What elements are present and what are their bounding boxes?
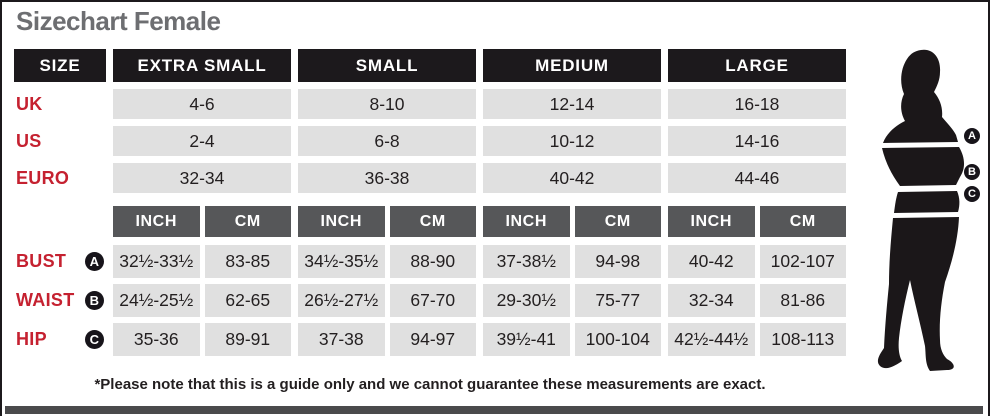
waist-medium-inch: 29-30½ <box>483 284 570 317</box>
bust-xs: 32½-33½ 83-85 <box>113 245 291 278</box>
table-row-euro: EURO 32-34 36-38 40-42 44-46 <box>14 163 846 193</box>
bust-medium-inch: 37-38½ <box>483 245 570 278</box>
waist-small-cm: 67-70 <box>389 284 476 317</box>
row-label-uk: UK <box>16 93 43 114</box>
euro-large: 44-46 <box>668 163 846 193</box>
euro-xs: 32-34 <box>113 163 291 193</box>
table-header-row: SIZE EXTRA SMALL SMALL MEDIUM LARGE <box>14 49 846 82</box>
unit-header-cm: CM <box>759 206 846 237</box>
uk-large: 16-18 <box>668 89 846 119</box>
female-silhouette <box>859 44 985 374</box>
column-header-xs: EXTRA SMALL <box>113 49 291 82</box>
unit-header-row: INCH CM INCH CM INCH CM INCH CM <box>14 206 846 237</box>
uk-xs: 4-6 <box>113 89 291 119</box>
us-medium: 10-12 <box>483 126 661 156</box>
waist-xs-inch: 24½-25½ <box>113 284 200 317</box>
hip-large-cm: 108-113 <box>759 323 846 356</box>
disclaimer-note: *Please note that this is a guide only a… <box>94 376 766 393</box>
waist-large-inch: 32-34 <box>668 284 755 317</box>
us-large: 14-16 <box>668 126 846 156</box>
bust-large: 40-42 102-107 <box>668 245 846 278</box>
bust-small-cm: 88-90 <box>389 245 476 278</box>
table-row-bust: BUST A 32½-33½ 83-85 34½-35½ 88-90 37-38… <box>14 245 846 278</box>
bust-small-inch: 34½-35½ <box>298 245 385 278</box>
table-row-waist: WAIST B 24½-25½ 62-65 26½-27½ 67-70 29-3… <box>14 284 846 317</box>
figure-marker-c: C <box>964 186 980 202</box>
bottom-divider-bar <box>5 406 983 414</box>
table-row-hip: HIP C 35-36 89-91 37-38 94-97 39½-41 100… <box>14 323 846 356</box>
uk-medium: 12-14 <box>483 89 661 119</box>
row-label-bust-wrap: BUST A <box>14 245 106 278</box>
hip-medium: 39½-41 100-104 <box>483 323 661 356</box>
bust-small: 34½-35½ 88-90 <box>298 245 476 278</box>
row-label-bust: BUST <box>16 251 67 271</box>
hip-xs-inch: 35-36 <box>113 323 200 356</box>
row-label-us: US <box>16 130 42 151</box>
waist-small: 26½-27½ 67-70 <box>298 284 476 317</box>
row-label-waist: WAIST <box>16 290 75 310</box>
table-row-us: US 2-4 6-8 10-12 14-16 <box>14 126 846 156</box>
unit-pair-small: INCH CM <box>298 206 476 237</box>
female-silhouette-svg <box>877 49 965 371</box>
unit-header-cm: CM <box>389 206 476 237</box>
hip-medium-cm: 100-104 <box>574 323 661 356</box>
bust-xs-inch: 32½-33½ <box>113 245 200 278</box>
unit-header-inch: INCH <box>483 206 570 237</box>
bust-xs-cm: 83-85 <box>204 245 291 278</box>
hip-small: 37-38 94-97 <box>298 323 476 356</box>
waist-xs: 24½-25½ 62-65 <box>113 284 291 317</box>
marker-a-badge: A <box>85 252 104 271</box>
unit-header-spacer <box>14 206 106 237</box>
waist-large: 32-34 81-86 <box>668 284 846 317</box>
column-header-large: LARGE <box>668 49 846 82</box>
bust-large-inch: 40-42 <box>668 245 755 278</box>
hip-small-inch: 37-38 <box>298 323 385 356</box>
unit-header-inch: INCH <box>298 206 385 237</box>
column-header-small: SMALL <box>298 49 476 82</box>
waist-xs-cm: 62-65 <box>204 284 291 317</box>
hip-large: 42½-44½ 108-113 <box>668 323 846 356</box>
figure-marker-b: B <box>964 164 980 180</box>
euro-small: 36-38 <box>298 163 476 193</box>
row-label-euro: EURO <box>16 167 70 188</box>
bust-large-cm: 102-107 <box>759 245 846 278</box>
page-title: Sizechart Female <box>16 6 221 36</box>
figure-marker-a: A <box>964 128 980 144</box>
column-header-medium: MEDIUM <box>483 49 661 82</box>
euro-medium: 40-42 <box>483 163 661 193</box>
us-xs: 2-4 <box>113 126 291 156</box>
hip-xs: 35-36 89-91 <box>113 323 291 356</box>
marker-b-badge: B <box>85 291 104 310</box>
table-row-uk: UK 4-6 8-10 12-14 16-18 <box>14 89 846 119</box>
marker-c-badge: C <box>85 330 104 349</box>
hip-xs-cm: 89-91 <box>204 323 291 356</box>
unit-header-cm: CM <box>204 206 291 237</box>
size-table: SIZE EXTRA SMALL SMALL MEDIUM LARGE UK 4… <box>14 49 846 362</box>
column-header-size: SIZE <box>14 49 106 82</box>
waist-large-cm: 81-86 <box>759 284 846 317</box>
uk-small: 8-10 <box>298 89 476 119</box>
unit-header-inch: INCH <box>668 206 755 237</box>
row-label-hip: HIP <box>16 329 47 349</box>
hip-small-cm: 94-97 <box>389 323 476 356</box>
row-label-waist-wrap: WAIST B <box>14 284 106 317</box>
unit-pair-medium: INCH CM <box>483 206 661 237</box>
unit-pair-large: INCH CM <box>668 206 846 237</box>
us-small: 6-8 <box>298 126 476 156</box>
bust-medium: 37-38½ 94-98 <box>483 245 661 278</box>
row-label-hip-wrap: HIP C <box>14 323 106 356</box>
unit-header-cm: CM <box>574 206 661 237</box>
waist-small-inch: 26½-27½ <box>298 284 385 317</box>
waist-medium: 29-30½ 75-77 <box>483 284 661 317</box>
bust-medium-cm: 94-98 <box>574 245 661 278</box>
waist-medium-cm: 75-77 <box>574 284 661 317</box>
unit-header-inch: INCH <box>113 206 200 237</box>
unit-pair-xs: INCH CM <box>113 206 291 237</box>
hip-large-inch: 42½-44½ <box>668 323 755 356</box>
hip-medium-inch: 39½-41 <box>483 323 570 356</box>
